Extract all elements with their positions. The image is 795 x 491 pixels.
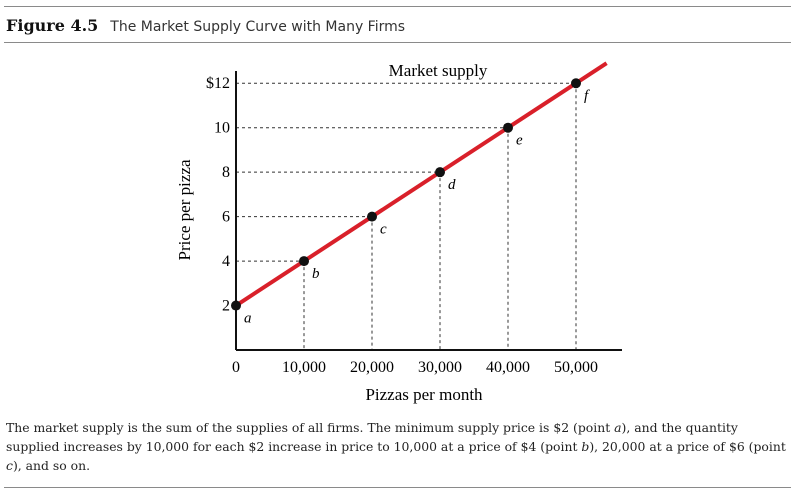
y-tick-label: $12 xyxy=(206,75,230,92)
caption-text-3: ), 20,000 at a price of $6 (point xyxy=(589,439,786,454)
figure-number: Figure 4.5 xyxy=(6,16,99,35)
caption-text-1: The market supply is the sum of the supp… xyxy=(6,420,615,435)
y-tick-label: 2 xyxy=(222,298,230,315)
supply-point-e xyxy=(503,122,513,133)
point-label-f: f xyxy=(584,88,590,104)
caption-text-4: ), and so on. xyxy=(12,458,91,473)
y-tick-label: 4 xyxy=(222,253,230,270)
bottom-rule xyxy=(4,487,791,488)
x-tick-labels: 0 10,000 20,000 30,000 40,000 50,000 xyxy=(232,359,598,376)
y-tick-label: 10 xyxy=(214,120,230,137)
point-label-d: d xyxy=(448,177,456,193)
supply-point-f xyxy=(571,78,581,89)
supply-curve-line xyxy=(234,61,608,308)
axes xyxy=(235,71,622,351)
header-rule xyxy=(4,42,791,43)
supply-chart: 2 4 6 8 10 $12 0 10,000 20,000 30,000 40,000 50,00… xyxy=(175,61,622,404)
figure-title: The Market Supply Curve with Many Firms xyxy=(110,19,406,35)
x-tick-label: 50,000 xyxy=(554,359,598,376)
caption-text-2: ), and the quantity supplied increases b… xyxy=(6,420,738,454)
x-tick-label: 40,000 xyxy=(486,359,530,376)
supply-points: a b c d e f xyxy=(231,78,590,327)
x-tick-label: 20,000 xyxy=(350,359,394,376)
point-label-e: e xyxy=(516,133,523,149)
curve-label: Market supply xyxy=(389,61,488,80)
caption-point-a: a xyxy=(614,420,622,435)
point-label-b: b xyxy=(312,266,320,282)
caption-point-b: b xyxy=(581,439,590,454)
point-label-c: c xyxy=(380,222,387,238)
x-tick-label: 0 xyxy=(232,359,240,376)
top-rule xyxy=(4,6,791,7)
y-tick-labels: 2 4 6 8 10 $12 xyxy=(206,75,230,314)
x-axis-label: Pizzas per month xyxy=(365,385,483,404)
x-tick-label: 30,000 xyxy=(418,359,462,376)
y-tick-label: 8 xyxy=(222,164,230,181)
point-label-a: a xyxy=(244,311,252,327)
x-tick-label: 10,000 xyxy=(282,359,326,376)
figure-caption: The market supply is the sum of the supp… xyxy=(6,418,790,475)
supply-point-b xyxy=(299,256,309,267)
caption-point-c: c xyxy=(6,458,13,473)
y-tick-label: 6 xyxy=(222,209,230,226)
supply-point-a xyxy=(231,300,241,311)
supply-point-c xyxy=(367,211,377,222)
supply-point-d xyxy=(435,167,445,178)
figure-header: Figure 4.5 The Market Supply Curve with M… xyxy=(6,16,405,35)
y-axis-label: Price per pizza xyxy=(175,159,194,260)
dashed-guides xyxy=(236,82,577,350)
